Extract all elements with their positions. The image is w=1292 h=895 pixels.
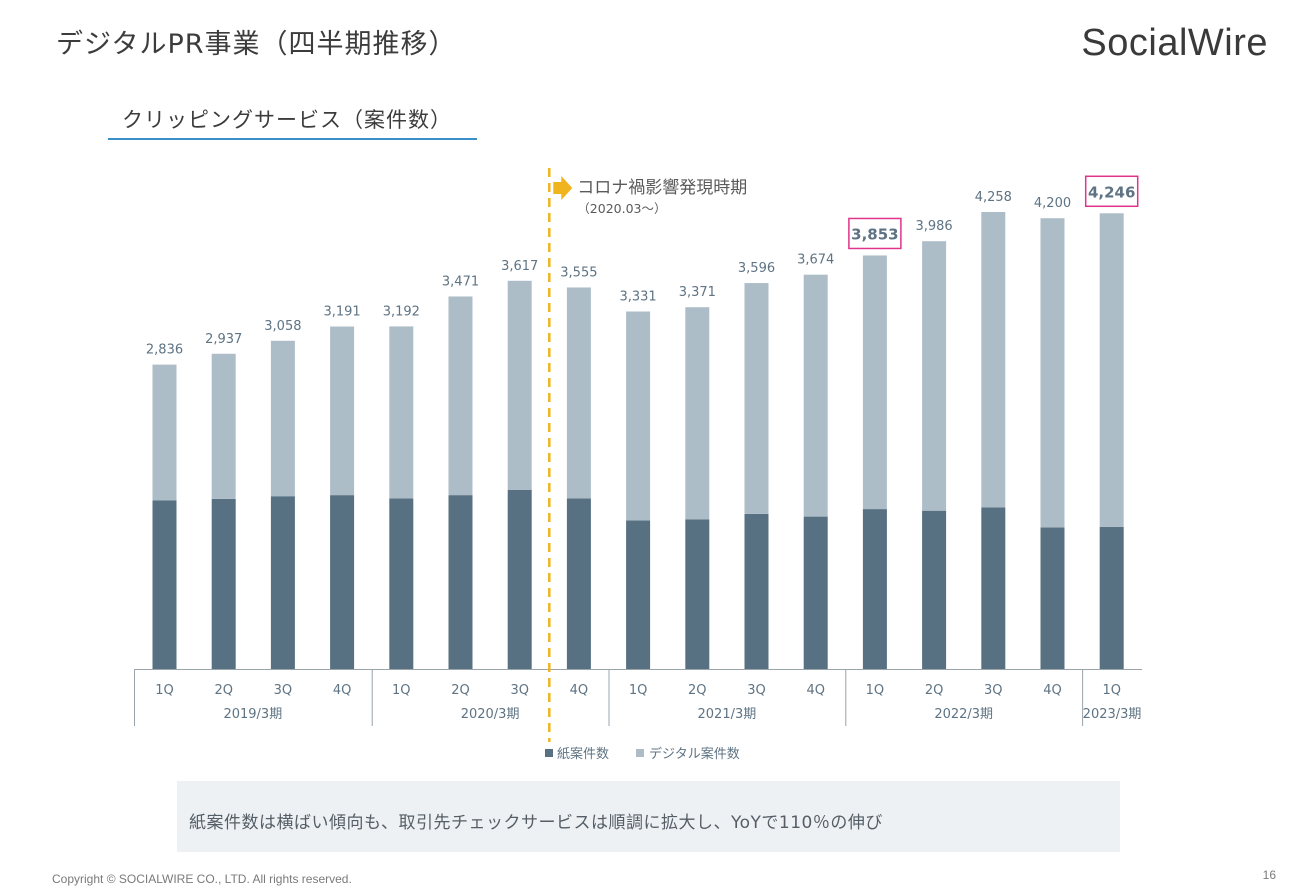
legend-label-digital: デジタル案件数 xyxy=(649,746,740,762)
total-label: 3,471 xyxy=(442,274,479,289)
bar-paper xyxy=(330,495,355,669)
bar-digital xyxy=(448,296,473,496)
tick-label: 1Q xyxy=(392,683,411,698)
bar-paper xyxy=(803,516,828,669)
bar-paper xyxy=(152,500,177,669)
bar-digital xyxy=(922,241,947,511)
total-label: 3,192 xyxy=(383,304,420,319)
total-label: 3,853 xyxy=(851,225,898,243)
bar-digital xyxy=(389,326,414,499)
tick-label: 4Q xyxy=(570,683,589,698)
total-label: 3,371 xyxy=(679,285,716,300)
total-label: 2,937 xyxy=(205,332,242,347)
section-underline xyxy=(108,138,477,140)
bar-paper xyxy=(566,498,591,669)
legend-swatch-paper xyxy=(545,749,553,757)
total-label: 4,258 xyxy=(975,190,1012,205)
bar-digital xyxy=(152,364,177,501)
bar-digital xyxy=(507,280,532,490)
bar-digital xyxy=(566,287,591,499)
total-label: 3,191 xyxy=(323,305,360,320)
tick-label: 2Q xyxy=(688,683,707,698)
bar-paper xyxy=(1099,526,1124,669)
summary-box: 紙案件数は横ばい傾向も、取引先チェックサービスは順調に拡大し、YoYで110％の… xyxy=(177,781,1120,852)
page-title: デジタルPR事業（四半期推移） xyxy=(56,29,457,60)
tick-label: 4Q xyxy=(333,683,352,698)
bar-paper xyxy=(862,509,887,669)
bar-paper xyxy=(448,495,473,669)
tick-label: 1Q xyxy=(155,683,174,698)
total-label: 3,596 xyxy=(738,261,775,276)
arrow-right-icon xyxy=(553,176,573,200)
bar-digital xyxy=(744,283,769,514)
legend-label-paper: 紙案件数 xyxy=(557,747,609,762)
tick-label: 2Q xyxy=(214,683,233,698)
total-label: 3,617 xyxy=(501,259,538,274)
bar-paper xyxy=(1040,527,1065,669)
bar-digital xyxy=(1040,218,1065,528)
total-label: 3,674 xyxy=(797,253,834,268)
tick-label: 4Q xyxy=(1043,683,1062,698)
tick-label: 3Q xyxy=(984,683,1003,698)
summary-text: 紙案件数は横ばい傾向も、取引先チェックサービスは順調に拡大し、YoYで110％の… xyxy=(189,813,883,833)
tick-label: 4Q xyxy=(806,683,825,698)
group-label: 2021/3期 xyxy=(698,707,757,722)
bar-digital xyxy=(211,353,236,499)
legend-swatch-digital xyxy=(636,749,644,757)
bar-paper xyxy=(507,489,532,669)
covid-annotation-subtitle: （2020.03～） xyxy=(577,201,666,216)
total-label: 4,200 xyxy=(1034,196,1071,211)
section-title: クリッピングサービス（案件数） xyxy=(122,108,452,132)
bar-digital xyxy=(626,311,651,521)
highlight-box xyxy=(1084,175,1139,208)
group-label: 2023/3期 xyxy=(1083,707,1142,722)
tick-label: 2Q xyxy=(451,683,470,698)
bar-paper xyxy=(626,520,651,669)
bar-paper xyxy=(922,510,947,669)
tick-label: 3Q xyxy=(274,683,293,698)
total-label: 3,058 xyxy=(264,319,301,334)
bar-paper xyxy=(981,507,1006,669)
bar-paper xyxy=(389,498,414,669)
tick-label: 2Q xyxy=(925,683,944,698)
bar-digital xyxy=(685,307,710,520)
bar-paper xyxy=(685,519,710,669)
highlight-box xyxy=(848,217,902,250)
tick-label: 1Q xyxy=(866,683,885,698)
bar-digital xyxy=(1099,213,1124,527)
copyright-text: Copyright © SOCIALWIRE CO., LTD. All rig… xyxy=(52,872,352,886)
bar-paper xyxy=(270,496,295,669)
total-label: 2,836 xyxy=(146,343,183,358)
bar-paper xyxy=(211,498,236,669)
page-number: 16 xyxy=(1262,868,1276,882)
bar-paper xyxy=(744,513,769,669)
bar-digital xyxy=(981,212,1006,508)
total-label: 3,331 xyxy=(619,289,656,304)
stacked-bar-chart: 2,836 2,937 3,058 3,191 3,192 3,471 3,617 3,555… xyxy=(134,168,1142,762)
tick-label: 3Q xyxy=(747,683,766,698)
bar-digital xyxy=(803,274,828,517)
tick-label: 1Q xyxy=(1102,683,1121,698)
group-label: 2022/3期 xyxy=(934,707,993,722)
covid-annotation-title: コロナ禍影響発現時期 xyxy=(577,178,747,198)
group-label: 2020/3期 xyxy=(461,707,520,722)
tick-label: 3Q xyxy=(510,683,529,698)
total-label: 3,555 xyxy=(560,265,597,280)
tick-label: 1Q xyxy=(629,683,648,698)
total-label: 3,986 xyxy=(915,219,952,234)
total-label: 4,246 xyxy=(1088,183,1135,201)
bar-digital xyxy=(270,340,295,497)
bar-digital xyxy=(330,326,355,496)
group-label: 2019/3期 xyxy=(223,707,282,722)
company-logo: SocialWire xyxy=(1081,22,1268,64)
bar-digital xyxy=(862,255,887,510)
